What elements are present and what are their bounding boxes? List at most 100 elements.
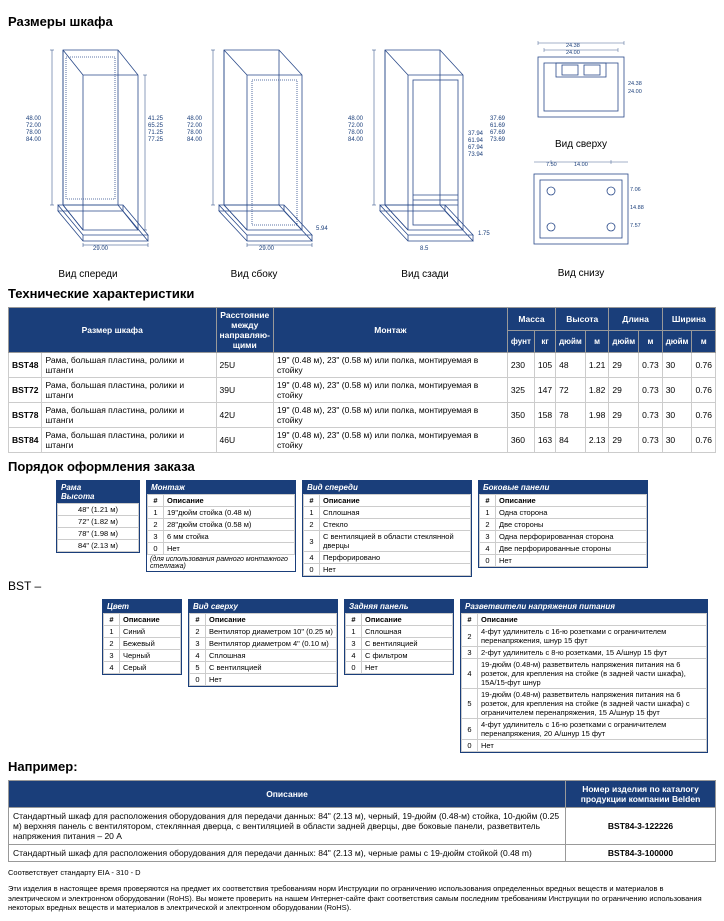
box-power: Разветвители напряжения питания #Описани… bbox=[460, 599, 708, 753]
bst-prefix: BST – bbox=[8, 577, 41, 593]
diagram-rear: 48.0072.0078.0084.00 37.9461.9467.9473.9… bbox=[340, 35, 510, 280]
box-mount: Монтаж #Описание119"дюйм стойка (0.48 м)… bbox=[146, 480, 296, 572]
svg-text:29.00: 29.00 bbox=[93, 246, 109, 252]
diagram-row: 48.0072.0078.0084.00 41.2565.2571.2577.2… bbox=[8, 35, 716, 280]
box-side: Боковые панели #Описание1Одна сторона2Дв… bbox=[478, 480, 648, 568]
list-item: 519-дюйм (0.48-м) разветвитель напряжени… bbox=[462, 689, 707, 719]
table-row: Стандартный шкаф для расположения оборуд… bbox=[9, 845, 716, 862]
table-row: BST72Рама, большая пластина, ролики и шт… bbox=[9, 378, 716, 403]
label-rear: Вид сзади bbox=[401, 269, 448, 280]
svg-text:7.06: 7.06 bbox=[630, 187, 641, 193]
th-height: Высота bbox=[556, 308, 609, 331]
box-color: Цвет #Описание1Синий2Бежевый3Черный4Серы… bbox=[102, 599, 182, 675]
list-item: 72" (1.82 м) bbox=[58, 516, 139, 528]
list-item: 228"дюйм стойка (0.58 м) bbox=[148, 519, 295, 531]
svg-text:41.2565.2571.2577.25: 41.2565.2571.2577.25 bbox=[148, 116, 164, 143]
order-area: Рама Высота 48" (1.21 м)72" (1.82 м)78" … bbox=[8, 480, 716, 753]
list-item: 3С вентиляцией в области стеклянной двер… bbox=[304, 531, 471, 552]
footnote-eia: Соответствует стандарту EIA - 310 - D bbox=[8, 868, 716, 878]
list-item: 0Нет bbox=[462, 740, 707, 752]
list-item: 2Вентилятор диаметром 10" (0.25 м) bbox=[190, 626, 337, 638]
list-item: 2Бежевый bbox=[104, 638, 181, 650]
th-dist: Расстояние между направляю- щими bbox=[216, 308, 273, 353]
diagram-top: 24.38 24.00 24.38 24.00 Вид сверху bbox=[516, 35, 646, 150]
svg-text:24.38: 24.38 bbox=[628, 81, 642, 87]
list-item: 1Сплошная bbox=[304, 507, 471, 519]
list-item: 0Нет bbox=[190, 674, 337, 686]
list-item: 419-дюйм (0.48-м) разветвитель напряжени… bbox=[462, 659, 707, 689]
svg-text:5.94: 5.94 bbox=[316, 226, 328, 232]
list-item: 2Стекло bbox=[304, 519, 471, 531]
table-row: BST48Рама, большая пластина, ролики и шт… bbox=[9, 353, 716, 378]
box-top: Вид сверху #Описание2Вентилятор диаметро… bbox=[188, 599, 338, 687]
svg-text:7.50: 7.50 bbox=[546, 162, 557, 168]
list-item: 48" (1.21 м) bbox=[58, 504, 139, 516]
svg-text:14.88: 14.88 bbox=[630, 205, 644, 211]
box-front: Вид спереди #Описание1Сплошная2Стекло3С … bbox=[302, 480, 472, 577]
list-item: 84" (2.13 м) bbox=[58, 540, 139, 552]
svg-text:14.00: 14.00 bbox=[574, 162, 588, 168]
list-item: 0Нет bbox=[304, 564, 471, 576]
list-item: 36 мм стойка bbox=[148, 531, 295, 543]
list-item: 1Сплошная bbox=[346, 626, 453, 638]
svg-text:37.6961.6967.6973.69: 37.6961.6967.6973.69 bbox=[490, 116, 506, 143]
section-title-order: Порядок оформления заказа bbox=[8, 459, 716, 474]
list-item: 4С фильтром bbox=[346, 650, 453, 662]
list-item: 32-фут удлинитель с 8-ю розетками, 15 А/… bbox=[462, 647, 707, 659]
list-item: 2Две стороны bbox=[480, 519, 647, 531]
list-item: 1Одна сторона bbox=[480, 507, 647, 519]
table-row: BST78Рама, большая пластина, ролики и шт… bbox=[9, 403, 716, 428]
th-desc: Описание bbox=[9, 781, 566, 808]
list-item: 3Одна перфорированная сторона bbox=[480, 531, 647, 543]
list-item: 24-фут удлинитель с 16-ю розетками с огр… bbox=[462, 626, 707, 647]
section-title-dimensions: Размеры шкафа bbox=[8, 14, 716, 29]
svg-text:37.9461.9467.9473.94: 37.9461.9467.9473.94 bbox=[468, 131, 484, 158]
list-item: 3С вентиляцией bbox=[346, 638, 453, 650]
list-item: 4Серый bbox=[104, 662, 181, 674]
svg-text:24.38: 24.38 bbox=[566, 43, 580, 49]
list-item: 4Две перфорированные стороны bbox=[480, 543, 647, 555]
example-table: Описание Номер изделия по каталогу проду… bbox=[8, 780, 716, 862]
list-item: 0Нет bbox=[346, 662, 453, 674]
th-part: Номер изделия по каталогу продукции комп… bbox=[566, 781, 716, 808]
list-item: 4Сплошная bbox=[190, 650, 337, 662]
list-item: 5С вентиляцией bbox=[190, 662, 337, 674]
th-length: Длина bbox=[609, 308, 662, 331]
list-item: 78" (1.98 м) bbox=[58, 528, 139, 540]
svg-text:24.00: 24.00 bbox=[628, 89, 642, 95]
svg-text:29.00: 29.00 bbox=[259, 246, 275, 252]
label-top: Вид сверху bbox=[555, 139, 607, 150]
label-front: Вид спереди bbox=[58, 269, 117, 280]
list-item: 64-фут удлинитель с 16-ю розетками с огр… bbox=[462, 719, 707, 740]
diagram-bottom: 7.50 14.00 7.06 14.88 7.57 Вид снизу bbox=[516, 154, 646, 279]
footnote-rohs: Эти изделия в настоящее время проверяютс… bbox=[8, 884, 716, 913]
box-frame: Рама Высота 48" (1.21 м)72" (1.82 м)78" … bbox=[56, 480, 140, 553]
svg-text:1.75: 1.75 bbox=[478, 231, 490, 237]
th-size: Размер шкафа bbox=[9, 308, 217, 353]
list-item: 3Черный bbox=[104, 650, 181, 662]
table-row: Стандартный шкаф для расположения оборуд… bbox=[9, 808, 716, 845]
section-title-example: Например: bbox=[8, 759, 716, 774]
list-item: 3Вентилятор диаметром 4" (0.10 м) bbox=[190, 638, 337, 650]
svg-text:48.0072.0078.0084.00: 48.0072.0078.0084.00 bbox=[348, 116, 364, 143]
list-item: 0Нет bbox=[148, 543, 295, 555]
svg-text:24.00: 24.00 bbox=[566, 50, 580, 56]
th-width: Ширина bbox=[662, 308, 715, 331]
diagram-front: 48.0072.0078.0084.00 41.2565.2571.2577.2… bbox=[8, 35, 168, 280]
svg-text:7.57: 7.57 bbox=[630, 223, 641, 229]
table-row: BST84Рама, большая пластина, ролики и шт… bbox=[9, 428, 716, 453]
diagram-side: 48.0072.0078.0084.00 29.00 5.94 Вид сбок… bbox=[174, 35, 334, 280]
list-item: 4Перфорировано bbox=[304, 552, 471, 564]
th-mass: Масса bbox=[507, 308, 555, 331]
section-title-specs: Технические характеристики bbox=[8, 286, 716, 301]
spec-table: Размер шкафа Расстояние между направляю-… bbox=[8, 307, 716, 453]
box-rear: Задняя панель #Описание1Сплошная3С венти… bbox=[344, 599, 454, 675]
label-bottom: Вид снизу bbox=[558, 268, 604, 279]
list-item: 119"дюйм стойка (0.48 м) bbox=[148, 507, 295, 519]
dim-heights: 48.0072.0078.0084.00 bbox=[26, 116, 42, 143]
label-side: Вид сбоку bbox=[231, 269, 278, 280]
svg-text:8.5: 8.5 bbox=[420, 246, 429, 252]
list-item: 1Синий bbox=[104, 626, 181, 638]
svg-text:48.0072.0078.0084.00: 48.0072.0078.0084.00 bbox=[187, 116, 203, 143]
th-mount: Монтаж bbox=[273, 308, 507, 353]
